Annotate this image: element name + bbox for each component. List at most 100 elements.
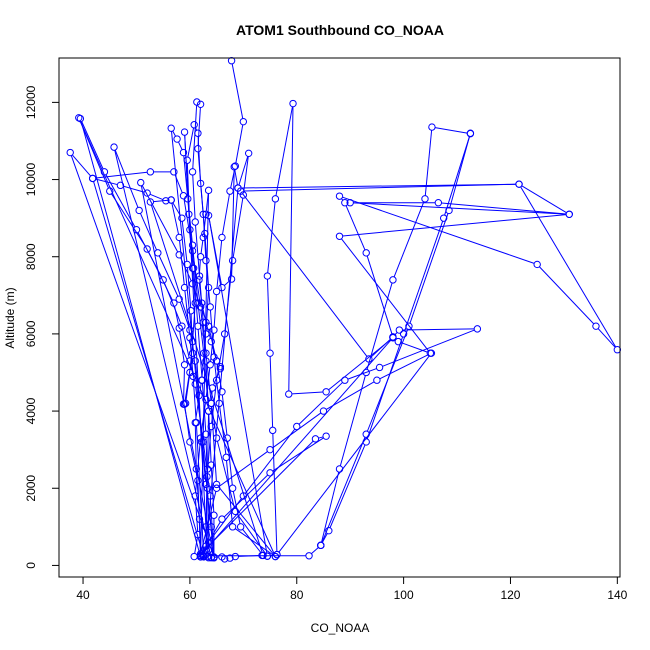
data-point — [228, 256, 237, 265]
data-point — [266, 469, 274, 477]
data-point — [202, 430, 210, 438]
series-line-segment — [226, 460, 233, 524]
data-point — [202, 542, 210, 550]
data-point — [194, 129, 202, 137]
data-point — [227, 275, 236, 283]
data-point — [76, 114, 85, 123]
series-line-segment — [198, 282, 202, 300]
series-line-segment — [195, 425, 205, 554]
series-line-segment — [234, 169, 238, 185]
x-tick-label: 80 — [290, 588, 304, 602]
y-tick-label: 10000 — [24, 163, 38, 197]
series-line-segment — [149, 193, 164, 201]
series-line-segment — [213, 360, 220, 401]
y-tick-label: 2000 — [24, 475, 38, 502]
data-point — [373, 376, 381, 384]
data-point — [335, 465, 344, 473]
series-line-segment — [200, 193, 210, 554]
data-point — [199, 210, 207, 218]
series-line-segment — [179, 331, 185, 362]
series-line-segment — [321, 436, 366, 543]
data-point — [335, 192, 344, 200]
y-tick-label: 6000 — [24, 320, 38, 347]
x-axis-label: CO_NOAA — [311, 621, 370, 635]
series-line-segment — [267, 201, 276, 273]
series-line-segment — [329, 444, 366, 528]
series-line-segment — [236, 513, 266, 554]
data-point — [100, 168, 109, 176]
series-line-segment — [394, 332, 398, 335]
data-point — [196, 253, 205, 261]
data-point — [215, 399, 223, 408]
data-point — [186, 326, 194, 334]
series-line-segment — [188, 217, 194, 266]
data-point — [439, 214, 448, 222]
series-line-segment — [266, 279, 271, 351]
series-line-segment — [521, 185, 567, 214]
data-point — [212, 376, 221, 384]
data-point — [202, 523, 210, 531]
series-line-segment — [197, 329, 203, 378]
series-line-segment — [311, 547, 319, 555]
data-point — [445, 206, 453, 215]
series-line-segment — [186, 267, 192, 308]
data-point — [346, 199, 354, 207]
data-point — [236, 187, 245, 195]
series-line-segment — [172, 130, 176, 137]
data-point — [466, 129, 475, 137]
series-line-segment — [150, 204, 263, 553]
series-line-segment — [243, 156, 249, 192]
series-line-segment — [184, 407, 190, 439]
data-point — [289, 99, 297, 108]
data-point — [212, 480, 221, 489]
data-point — [203, 484, 212, 492]
series-line-segment — [393, 201, 425, 278]
data-point — [186, 357, 194, 365]
data-point — [201, 229, 209, 238]
data-point — [193, 98, 201, 106]
data-point — [194, 322, 202, 330]
data-point — [362, 368, 370, 377]
series-line-segment — [207, 414, 210, 466]
data-point — [273, 550, 281, 559]
series-line-segment — [242, 193, 368, 357]
data-point — [183, 156, 191, 164]
data-point — [196, 179, 205, 188]
data-point — [210, 326, 218, 334]
series-line-segment — [238, 156, 249, 186]
data-point — [167, 196, 175, 204]
x-tick-label: 100 — [394, 588, 414, 602]
data-point — [335, 232, 344, 240]
series-line-segment — [218, 451, 268, 487]
series-line-segment — [202, 339, 392, 554]
y-tick-label: 4000 — [24, 397, 38, 424]
series-line-segment — [163, 282, 182, 324]
data-point — [218, 283, 226, 292]
series-line-segment — [216, 441, 236, 509]
data-point — [204, 407, 213, 415]
data-point — [66, 148, 74, 157]
data-point — [146, 168, 155, 176]
data-point — [175, 251, 183, 259]
x-tick-label: 40 — [76, 588, 90, 602]
data-point — [428, 123, 436, 131]
data-point — [202, 546, 210, 554]
series-line-segment — [241, 183, 516, 189]
series-line-segment — [288, 106, 294, 391]
data-point — [223, 434, 232, 442]
data-point — [533, 260, 541, 269]
data-point — [195, 515, 204, 523]
data-point — [216, 364, 225, 373]
data-point — [405, 322, 413, 330]
series-line-segment — [193, 271, 199, 324]
series-line-segment — [210, 468, 215, 513]
data-point — [199, 233, 207, 242]
data-point — [110, 143, 118, 151]
series-line-segment — [123, 185, 145, 193]
series-line-segment — [366, 282, 393, 370]
series-line-segment — [158, 255, 179, 297]
data-point — [365, 355, 373, 363]
data-point — [362, 249, 370, 257]
series-line-segment — [139, 213, 158, 251]
data-point — [218, 515, 226, 523]
